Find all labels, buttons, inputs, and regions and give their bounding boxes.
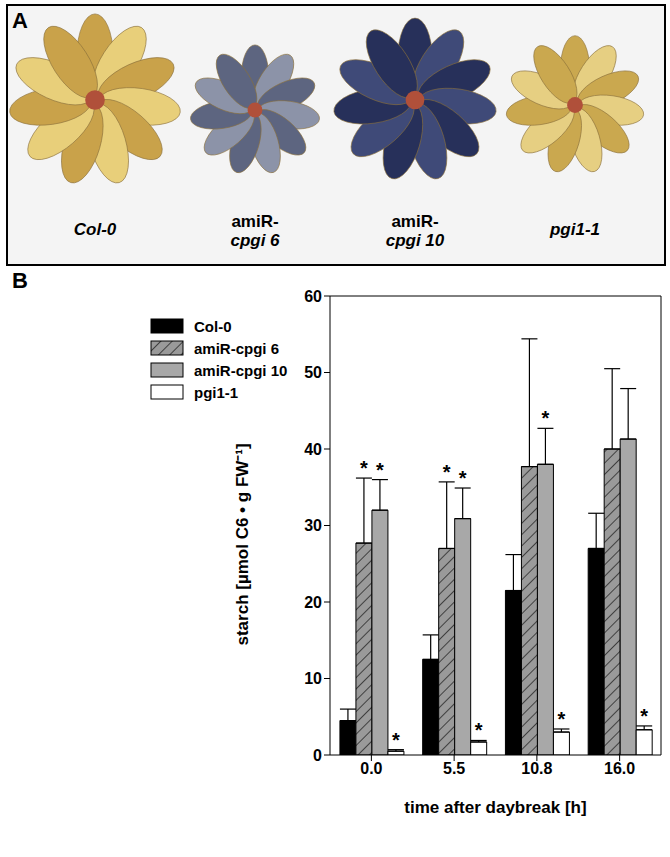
svg-text:time after daybreak [h]: time after daybreak [h]: [404, 798, 586, 817]
svg-text:*: *: [459, 467, 467, 489]
svg-text:*: *: [542, 407, 550, 429]
html-text:pgi1-1: pgi1-1: [550, 220, 600, 239]
svg-text:20: 20: [304, 594, 322, 611]
svg-text:*: *: [443, 461, 451, 483]
html-text:amiR-cpgi 10: amiR-cpgi 10: [194, 361, 288, 379]
svg-text:starch [µmol C6 • g FW⁻¹]: starch [µmol C6 • g FW⁻¹]: [233, 443, 252, 645]
svg-text:0.0: 0.0: [360, 760, 382, 777]
svg-text:50: 50: [304, 364, 322, 381]
html-text:pgi1-1: pgi1-1: [194, 383, 239, 401]
svg-text:10.8: 10.8: [521, 760, 552, 777]
svg-text:*: *: [558, 708, 566, 730]
html-text:cpgi 10: cpgi 10: [385, 231, 445, 250]
svg-text:*: *: [376, 459, 384, 481]
html-text:amiR-cpgi 6: amiR-cpgi 6: [194, 339, 279, 357]
html-text:amiR-: amiR-: [391, 212, 439, 231]
html-text:B: B: [12, 268, 28, 293]
html-text:amiR-: amiR-: [231, 212, 279, 231]
svg-text:*: *: [392, 729, 400, 751]
svg-text:*: *: [640, 705, 648, 727]
html-text:Col-0: Col-0: [194, 317, 232, 335]
html-text:cpgi 6: cpgi 6: [230, 231, 280, 250]
svg-text:16.0: 16.0: [604, 760, 635, 777]
svg-text:*: *: [360, 457, 368, 479]
svg-text:5.5: 5.5: [443, 760, 465, 777]
svg-text:10: 10: [304, 670, 322, 687]
html-text:Col-0: Col-0: [73, 220, 117, 239]
svg-text:60: 60: [304, 288, 322, 305]
svg-text:*: *: [475, 719, 483, 741]
svg-text:30: 30: [304, 517, 322, 534]
html-text:A: A: [12, 8, 28, 33]
svg-text:0: 0: [313, 747, 322, 764]
svg-text:40: 40: [304, 441, 322, 458]
